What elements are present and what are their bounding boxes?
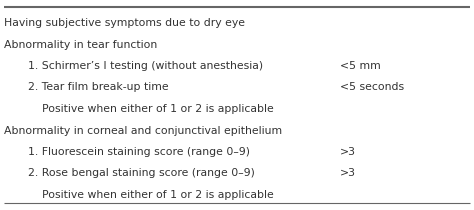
Text: Having subjective symptoms due to dry eye: Having subjective symptoms due to dry ey… (4, 18, 245, 28)
Text: Positive when either of 1 or 2 is applicable: Positive when either of 1 or 2 is applic… (28, 104, 274, 114)
Text: >3: >3 (340, 168, 356, 178)
Text: <5 seconds: <5 seconds (340, 83, 404, 92)
Text: Abnormality in tear function: Abnormality in tear function (4, 39, 157, 50)
Text: 2. Tear film break-up time: 2. Tear film break-up time (28, 83, 169, 92)
Text: >3: >3 (340, 147, 356, 157)
Text: <5 mm: <5 mm (340, 61, 381, 71)
Text: Abnormality in corneal and conjunctival epithelium: Abnormality in corneal and conjunctival … (4, 126, 282, 135)
Text: 1. Fluorescein staining score (range 0–9): 1. Fluorescein staining score (range 0–9… (28, 147, 250, 157)
Text: Positive when either of 1 or 2 is applicable: Positive when either of 1 or 2 is applic… (28, 190, 274, 200)
Text: 2. Rose bengal staining score (range 0–9): 2. Rose bengal staining score (range 0–9… (28, 168, 255, 178)
Text: 1. Schirmer’s I testing (without anesthesia): 1. Schirmer’s I testing (without anesthe… (28, 61, 263, 71)
